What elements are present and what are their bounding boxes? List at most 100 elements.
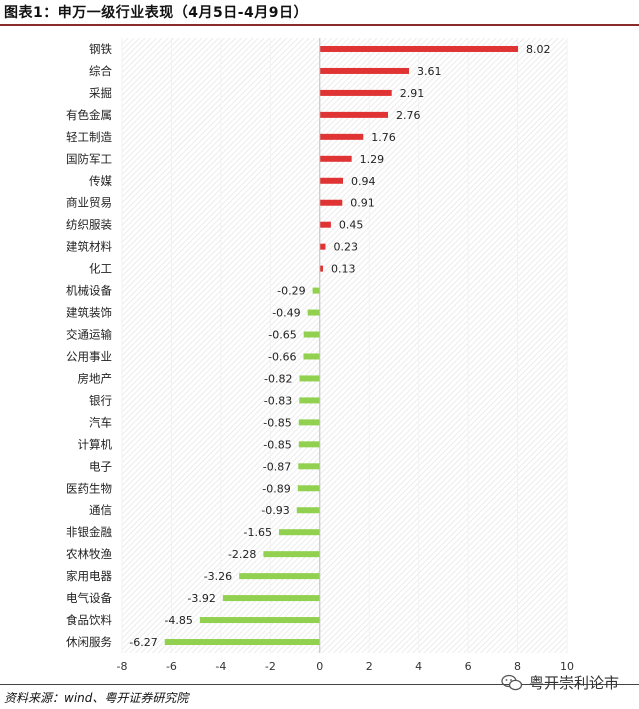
value-label: 2.91 bbox=[400, 87, 425, 100]
value-label: -0.29 bbox=[277, 285, 305, 298]
category-label: 国防军工 bbox=[66, 152, 112, 166]
value-label: -0.65 bbox=[268, 329, 296, 342]
category-label: 机械设备 bbox=[66, 284, 112, 298]
category-label: 汽车 bbox=[89, 415, 112, 429]
x-tick-label: 4 bbox=[415, 660, 422, 673]
category-label: 传媒 bbox=[89, 174, 112, 188]
value-label: -6.27 bbox=[129, 636, 157, 649]
value-label: -0.85 bbox=[263, 416, 291, 429]
category-label: 公用事业 bbox=[66, 349, 112, 363]
category-label: 农林牧渔 bbox=[66, 547, 112, 561]
value-label: -0.66 bbox=[268, 350, 296, 363]
watermark-text: 粤开崇利论市 bbox=[528, 674, 619, 692]
category-label: 家用电器 bbox=[66, 569, 112, 583]
source-note: 资料来源：wind、粤开证券研究院 bbox=[4, 691, 189, 705]
value-label: -4.85 bbox=[164, 614, 192, 627]
value-label: -3.26 bbox=[204, 570, 232, 583]
category-label: 电气设备 bbox=[66, 591, 112, 605]
value-label: -0.83 bbox=[264, 394, 292, 407]
value-label: 0.45 bbox=[339, 219, 364, 232]
category-label: 轻工制造 bbox=[66, 130, 112, 144]
bar bbox=[319, 111, 389, 118]
value-labels: 8.02 3.61 2.91 2.761.76 1.29 0.94 0.91 0.45 0.23… bbox=[129, 43, 550, 649]
x-tick-label: 0 bbox=[316, 660, 323, 673]
value-label: -0.87 bbox=[263, 460, 291, 473]
bar bbox=[299, 375, 320, 382]
footer-rule bbox=[0, 684, 639, 685]
value-label: -0.89 bbox=[262, 482, 290, 495]
category-label: 计算机 bbox=[78, 437, 113, 451]
plot-area bbox=[122, 38, 567, 653]
category-label: 建筑材料 bbox=[66, 240, 112, 254]
x-tick-label: -6 bbox=[166, 660, 177, 673]
bar bbox=[263, 551, 320, 558]
bar bbox=[312, 287, 320, 294]
x-tick-labels: -8 -6 -4 -2 0 2 4 6 8 10 bbox=[117, 660, 574, 673]
value-label: 0.91 bbox=[350, 197, 375, 210]
bar bbox=[319, 221, 331, 228]
bars bbox=[164, 45, 519, 646]
bar bbox=[199, 617, 320, 624]
category-label: 食品饮料 bbox=[66, 613, 112, 627]
value-label: -0.82 bbox=[264, 372, 292, 385]
bar bbox=[319, 89, 392, 96]
x-tick-label: -4 bbox=[215, 660, 226, 673]
bar bbox=[164, 639, 320, 646]
bar bbox=[222, 595, 320, 602]
category-label: 休闲服务 bbox=[66, 635, 112, 649]
bar bbox=[303, 353, 320, 360]
value-label: 1.76 bbox=[371, 131, 396, 144]
x-tick-label: 6 bbox=[465, 660, 472, 673]
wechat-icon bbox=[501, 674, 523, 690]
bar bbox=[298, 419, 320, 426]
category-label: 医药生物 bbox=[66, 481, 112, 495]
watermark: 粤开崇利论市 bbox=[501, 672, 619, 693]
bar bbox=[319, 45, 519, 52]
category-label: 建筑装饰 bbox=[66, 306, 112, 320]
x-tick-label: 10 bbox=[560, 660, 574, 673]
value-label: 0.23 bbox=[333, 241, 358, 254]
bar bbox=[298, 463, 320, 470]
bar bbox=[319, 67, 410, 74]
value-label: 0.13 bbox=[331, 263, 356, 276]
bar bbox=[297, 485, 320, 492]
category-label: 银行 bbox=[89, 393, 112, 407]
bar bbox=[319, 265, 323, 272]
bar bbox=[239, 573, 320, 580]
bar bbox=[307, 309, 320, 316]
x-tick-label: 8 bbox=[514, 660, 521, 673]
value-label: -3.92 bbox=[187, 592, 215, 605]
category-label: 化工 bbox=[89, 262, 112, 276]
bar-chart: 钢铁综合采掘有色金属轻工制造国防军工传媒商业贸易纺织服装建筑材料化工机械设备建筑… bbox=[66, 38, 574, 673]
value-label: 2.76 bbox=[396, 109, 421, 122]
bar bbox=[299, 397, 320, 404]
x-tick-label: 2 bbox=[366, 660, 373, 673]
x-tick-label: -8 bbox=[117, 660, 128, 673]
value-label: 1.29 bbox=[360, 153, 385, 166]
category-label: 交通运输 bbox=[66, 328, 112, 342]
value-label: -0.49 bbox=[272, 307, 300, 320]
value-label: -0.85 bbox=[263, 438, 291, 451]
category-label: 采掘 bbox=[89, 86, 112, 100]
x-tick-label: -2 bbox=[265, 660, 276, 673]
bar bbox=[296, 507, 320, 514]
bar bbox=[319, 243, 326, 250]
category-label: 钢铁 bbox=[89, 42, 112, 56]
value-label: 8.02 bbox=[526, 43, 551, 56]
value-label: -0.93 bbox=[261, 504, 289, 517]
bar bbox=[319, 177, 344, 184]
category-label: 综合 bbox=[89, 64, 112, 78]
bar bbox=[319, 133, 364, 140]
value-label: 0.94 bbox=[351, 175, 376, 188]
value-label: 3.61 bbox=[417, 65, 442, 78]
bar bbox=[303, 331, 320, 338]
value-label: -1.65 bbox=[244, 526, 272, 539]
category-label: 纺织服装 bbox=[66, 218, 112, 232]
category-label: 非银金融 bbox=[66, 525, 112, 539]
figure-title: 图表1：申万一级行业表现（4月5日-4月9日） bbox=[4, 5, 309, 21]
bar bbox=[298, 441, 320, 448]
value-label: -2.28 bbox=[228, 548, 256, 561]
bar bbox=[319, 155, 352, 162]
category-label: 房地产 bbox=[78, 371, 113, 385]
category-label: 电子 bbox=[89, 459, 112, 473]
